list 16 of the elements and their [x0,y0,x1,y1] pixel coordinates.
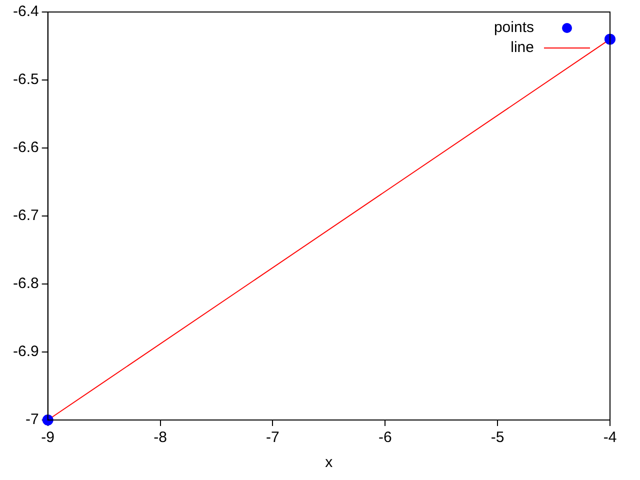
x-tick-label: -7 [266,429,280,446]
y-tick-label: -7 [26,411,39,428]
y-tick-label: -6.9 [12,343,39,360]
legend-label: line [510,39,534,56]
y-tick-label: -6.8 [12,275,39,292]
legend-label: points [494,19,534,36]
x-tick-label: -4 [603,429,617,446]
x-tick-label: -6 [378,429,392,446]
y-tick-label: -6.5 [12,71,39,88]
y-tick-label: -6.6 [12,139,39,156]
y-tick-label: -6.7 [12,207,39,224]
x-tick-label: -9 [41,429,55,446]
x-axis-title: x [325,454,334,472]
x-tick-label: -5 [490,429,504,446]
x-tick-label: -8 [154,429,167,446]
y-tick-label: -6.4 [12,3,39,20]
